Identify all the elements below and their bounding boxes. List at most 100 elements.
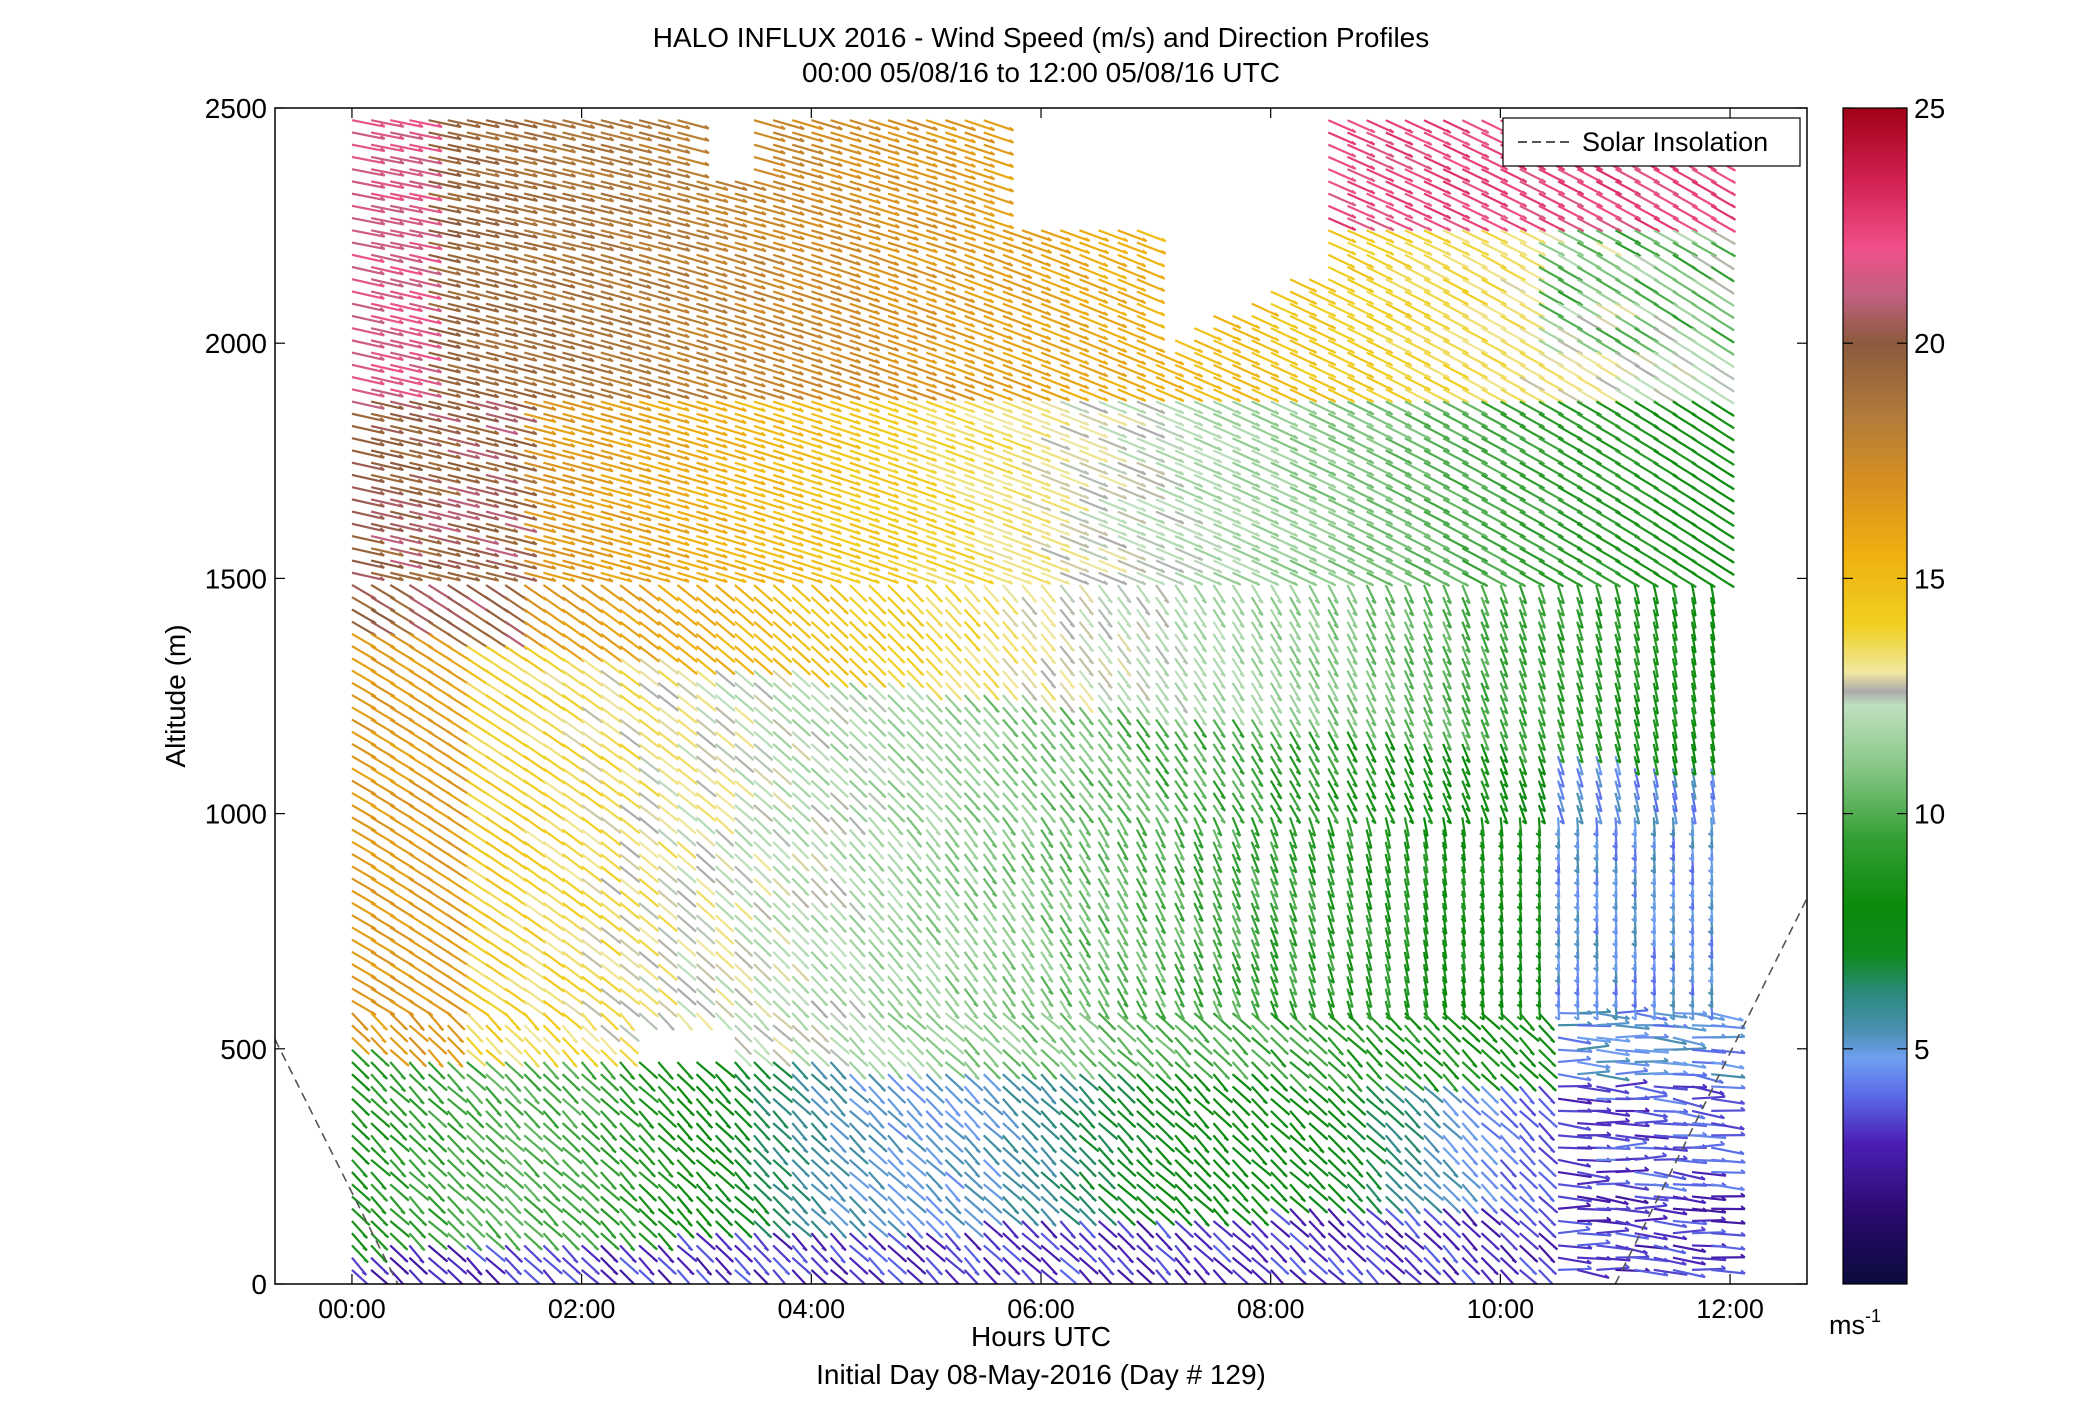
wind-barb-head: [785, 1233, 791, 1239]
wind-barb-head: [786, 683, 793, 688]
wind-barb-head: [768, 683, 774, 688]
wind-barb-head: [479, 1148, 485, 1153]
wind-barb-head: [841, 855, 847, 860]
wind-barb-head: [365, 1148, 371, 1153]
wind-barb-head: [860, 1014, 866, 1019]
wind-barb-head: [498, 1148, 505, 1153]
wind-barb-head: [691, 1184, 698, 1189]
wind-barb-head: [785, 842, 791, 848]
wind-barb-head: [764, 1050, 771, 1056]
wind-barb-head: [379, 478, 385, 483]
wind-barb-head: [805, 1196, 811, 1202]
wind-barb-head: [766, 879, 772, 884]
wind-barb-field: [351, 119, 1746, 1284]
wind-barb-head: [841, 989, 847, 995]
wind-barb: [409, 571, 442, 582]
wind-barb-head: [480, 1184, 486, 1190]
wind-barb-head: [437, 245, 443, 251]
wind-barb-head: [749, 707, 755, 712]
wind-barb-head: [633, 1147, 639, 1153]
wind-barb: [428, 265, 461, 276]
wind-barb: [428, 486, 461, 496]
wind-barb-head: [417, 282, 424, 288]
wind-barb-head: [824, 1111, 830, 1116]
wind-barb-head: [862, 707, 868, 713]
wind-barb-head: [422, 1086, 428, 1092]
wind-barb: [351, 571, 385, 582]
wind-barb-head: [728, 1233, 734, 1239]
wind-barb: [408, 1269, 425, 1284]
wind-barb-head: [436, 417, 443, 423]
wind-barb-head: [380, 171, 386, 177]
wind-barb: [370, 424, 404, 435]
wind-barb-head: [668, 1075, 674, 1081]
wind-barb-head: [821, 1246, 827, 1252]
wind-barb-head: [516, 1087, 522, 1093]
wind-barb-head: [671, 1233, 677, 1239]
wind-barb-head: [653, 915, 660, 920]
wind-barb-head: [534, 1063, 540, 1068]
wind-barb-head: [730, 768, 736, 774]
wind-barb-head: [417, 417, 424, 423]
wind-barb-head: [768, 1037, 774, 1043]
wind-barb-head: [362, 1234, 368, 1239]
wind-barb-head: [535, 1124, 541, 1129]
wind-barb-head: [768, 670, 774, 676]
wind-barb-head: [730, 792, 736, 798]
wind-barb-head: [417, 295, 424, 300]
wind-barb-head: [730, 707, 736, 712]
wind-barb-head: [423, 1184, 429, 1189]
wind-barb-head: [518, 1037, 524, 1043]
wind-barb-head: [417, 576, 424, 582]
wind-barb: [351, 180, 385, 189]
wind-barb-head: [576, 1111, 582, 1116]
wind-barb-head: [612, 1270, 619, 1276]
wind-barb-head: [398, 478, 404, 484]
wind-barb-head: [653, 939, 660, 945]
wind-barb-head: [824, 744, 830, 750]
wind-barb-head: [633, 1086, 639, 1092]
wind-barb-head: [727, 1246, 733, 1252]
wind-barb-head: [653, 1013, 660, 1018]
wind-barb-head: [481, 1257, 487, 1263]
wind-barb-head: [364, 1160, 370, 1166]
wind-barb-head: [379, 356, 385, 361]
wind-barb-head: [710, 988, 716, 994]
wind-barb-head: [787, 1098, 794, 1104]
wind-barb-head: [672, 988, 678, 994]
wind-barb-head: [766, 903, 772, 909]
wind-barb-head: [824, 1172, 831, 1177]
wind-barb-head: [805, 646, 811, 652]
wind-barb-head: [595, 1086, 601, 1092]
wind-barb-head: [573, 1258, 579, 1264]
wind-barb-head: [710, 866, 716, 872]
wind-barb-head: [824, 707, 830, 713]
wind-barb-head: [708, 1258, 715, 1263]
wind-barb-head: [591, 1075, 597, 1081]
wind-barb-head: [749, 1208, 755, 1214]
wind-barb-head: [420, 1246, 426, 1252]
wind-barb-head: [784, 1209, 790, 1215]
wind-barb-head: [594, 1233, 600, 1239]
wind-barb: [428, 449, 461, 460]
wind-barb-head: [380, 183, 386, 189]
wind-barb-head: [824, 1025, 830, 1031]
wind-barb-head: [804, 842, 810, 848]
wind-barb-head: [437, 184, 443, 189]
wind-barb-head: [479, 1172, 485, 1178]
wind-barb: [370, 571, 404, 582]
wind-barb-head: [862, 805, 868, 811]
wind-barb-head: [455, 380, 462, 386]
wind-barb-head: [784, 1148, 790, 1154]
wind-barb-head: [785, 977, 791, 982]
wind-barb-head: [669, 1258, 675, 1264]
wind-barb-head: [538, 1147, 544, 1153]
wind-barb-head: [805, 683, 811, 688]
wind-barb-head: [455, 576, 462, 582]
wind-barb: [351, 155, 385, 165]
wind-barb-head: [379, 331, 385, 337]
wind-barb-head: [390, 1011, 396, 1016]
wind-barb-head: [436, 393, 443, 398]
wind-barb-head: [730, 658, 736, 663]
wind-barb-head: [455, 552, 462, 557]
